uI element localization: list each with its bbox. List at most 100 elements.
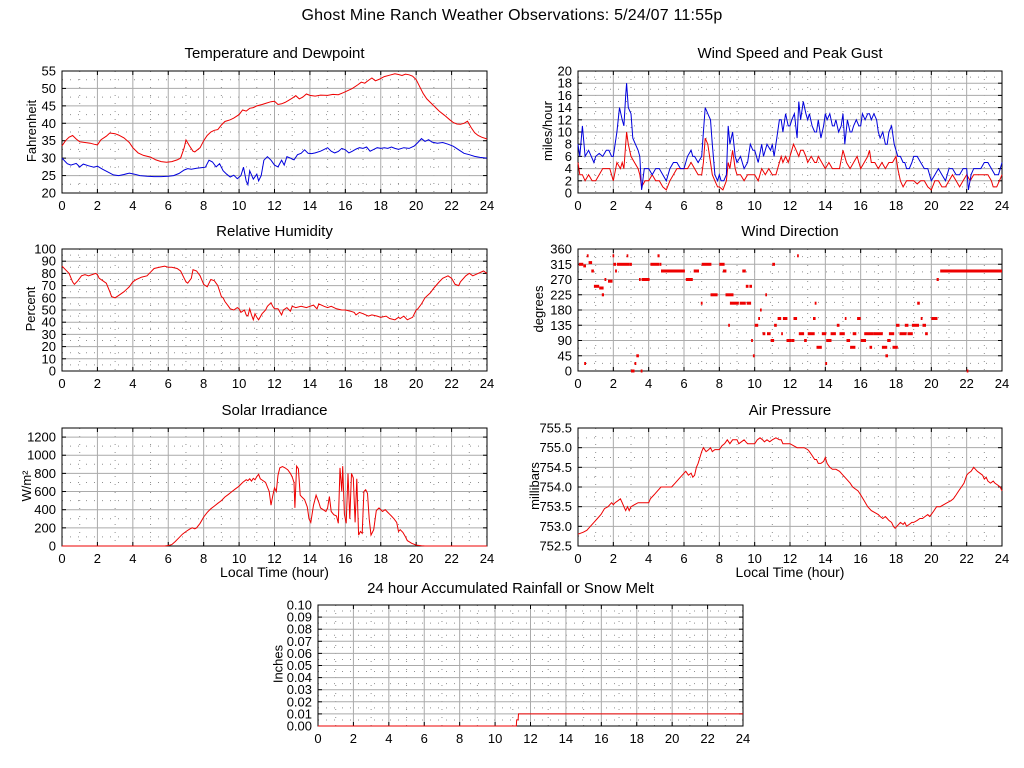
y-tick-label: 0: [49, 364, 56, 379]
y-tick-label: 35: [42, 133, 56, 148]
x-tick-label: 2: [94, 198, 101, 213]
x-tick-label: 2: [94, 376, 101, 391]
y-tick-label: 0.04: [287, 670, 312, 685]
x-tick-label: 8: [716, 198, 723, 213]
y-tick-label: 600: [34, 484, 56, 499]
x-tick-label: 6: [680, 198, 687, 213]
chart-title: Solar Irradiance: [221, 402, 328, 419]
x-tick-label: 10: [747, 551, 761, 566]
y-tick-label: 80: [42, 266, 56, 281]
x-tick-label: 20: [924, 376, 938, 391]
x-tick-label: 0: [58, 376, 65, 391]
x-tick-label: 8: [456, 731, 463, 746]
y-tick-label: 0.10: [287, 598, 312, 613]
chart-title: Temperature and Dewpoint: [184, 45, 365, 62]
x-tick-label: 24: [995, 551, 1009, 566]
x-tick-label: 0: [574, 198, 581, 213]
x-tick-label: 14: [818, 376, 832, 391]
y-tick-label: 4: [565, 161, 572, 176]
y-tick-label: 0.03: [287, 682, 312, 697]
x-tick-label: 12: [267, 198, 281, 213]
x-tick-label: 10: [232, 551, 246, 566]
x-tick-label: 18: [374, 551, 388, 566]
x-tick-label: 22: [959, 551, 973, 566]
y-tick-label: 20: [558, 64, 572, 79]
x-tick-label: 4: [645, 551, 652, 566]
x-tick-label: 18: [630, 731, 644, 746]
y-tick-label: 6: [565, 149, 572, 164]
x-tick-label: 16: [338, 551, 352, 566]
x-tick-label: 6: [165, 198, 172, 213]
x-tick-label: 20: [665, 731, 679, 746]
x-tick-label: 4: [129, 198, 136, 213]
x-tick-label: 0: [574, 551, 581, 566]
x-tick-label: 10: [747, 376, 761, 391]
air-pressure-line: [577, 437, 1003, 535]
y-tick-label: 60: [42, 290, 56, 305]
y-tick-label: 752.5: [539, 539, 572, 554]
y-tick-label: 1200: [27, 430, 56, 445]
x-tick-label: 24: [736, 731, 750, 746]
x-tick-label: 24: [995, 198, 1009, 213]
wind-direction-chart: Wind Direction degrees 0 2 4 6 8 10 12 14 16 18 20…: [518, 221, 1024, 391]
x-tick-label: 14: [818, 551, 832, 566]
wind-direction-plot-canvas: 0 2 4 6 8 10 12 14 16 18 20 22 240459013518022527031…: [550, 242, 1009, 392]
x-tick-label: 12: [267, 551, 281, 566]
x-tick-label: 8: [200, 551, 207, 566]
x-tick-label: 16: [853, 551, 867, 566]
y-tick-label: 0: [565, 364, 572, 379]
temperature-line: [61, 73, 488, 163]
x-tick-label: 14: [303, 198, 317, 213]
x-tick-label: 10: [488, 731, 502, 746]
peak-gust-line: [577, 83, 1003, 190]
y-tick-label: 753.0: [539, 519, 572, 534]
x-tick-label: 0: [58, 551, 65, 566]
y-tick-label: 0.08: [287, 622, 312, 637]
x-tick-label: 0: [314, 731, 321, 746]
y-tick-label: 10: [42, 351, 56, 366]
y-tick-label: 225: [550, 287, 572, 302]
x-tick-label: 14: [303, 376, 317, 391]
y-tick-label: 25: [42, 168, 56, 183]
x-tick-label: 16: [338, 376, 352, 391]
dewpoint-line: [61, 137, 488, 187]
solar-irradiance-chart: Solar Irradiance W/m² Local Time (hour) …: [2, 400, 505, 580]
y-tick-label: 754.0: [539, 480, 572, 495]
x-tick-label: 8: [200, 376, 207, 391]
chart-title: Wind Direction: [741, 223, 839, 240]
x-tick-label: 12: [783, 198, 797, 213]
chart-title: Relative Humidity: [216, 223, 333, 240]
x-tick-label: 14: [559, 731, 573, 746]
x-tick-label: 20: [409, 551, 423, 566]
accumulated-rainfall-line: [318, 713, 743, 727]
x-axis-label: Local Time (hour): [735, 564, 845, 580]
x-tick-label: 16: [338, 198, 352, 213]
x-tick-label: 22: [444, 376, 458, 391]
y-tick-label: 100: [34, 242, 56, 257]
y-tick-label: 10: [558, 125, 572, 140]
x-tick-label: 16: [853, 198, 867, 213]
x-tick-label: 0: [58, 198, 65, 213]
x-tick-label: 18: [889, 376, 903, 391]
y-tick-label: 70: [42, 278, 56, 293]
y-tick-label: 0.02: [287, 694, 312, 709]
y-tick-label: 2: [565, 173, 572, 188]
x-tick-label: 12: [267, 376, 281, 391]
x-tick-label: 2: [350, 731, 357, 746]
y-tick-label: 8: [565, 137, 572, 152]
x-tick-label: 24: [480, 198, 494, 213]
solar-plot-canvas: 0 2 4 6 8 10 12 14 16 18 20 22 240200400600800100012…: [27, 427, 494, 566]
x-tick-label: 12: [783, 376, 797, 391]
y-tick-label: 1000: [27, 448, 56, 463]
y-tick-label: 315: [550, 257, 572, 272]
y-tick-label: 400: [34, 502, 56, 517]
x-tick-label: 4: [645, 376, 652, 391]
pressure-plot-canvas: 0 2 4 6 8 10 12 14 16 18 20 22 24752.5753.0753.5754.…: [539, 421, 1009, 567]
solar-irradiance-line: [62, 464, 487, 547]
y-tick-label: 180: [550, 303, 572, 318]
x-tick-label: 18: [374, 198, 388, 213]
y-tick-label: 45: [558, 348, 572, 363]
x-tick-label: 2: [610, 198, 617, 213]
x-tick-label: 14: [818, 198, 832, 213]
